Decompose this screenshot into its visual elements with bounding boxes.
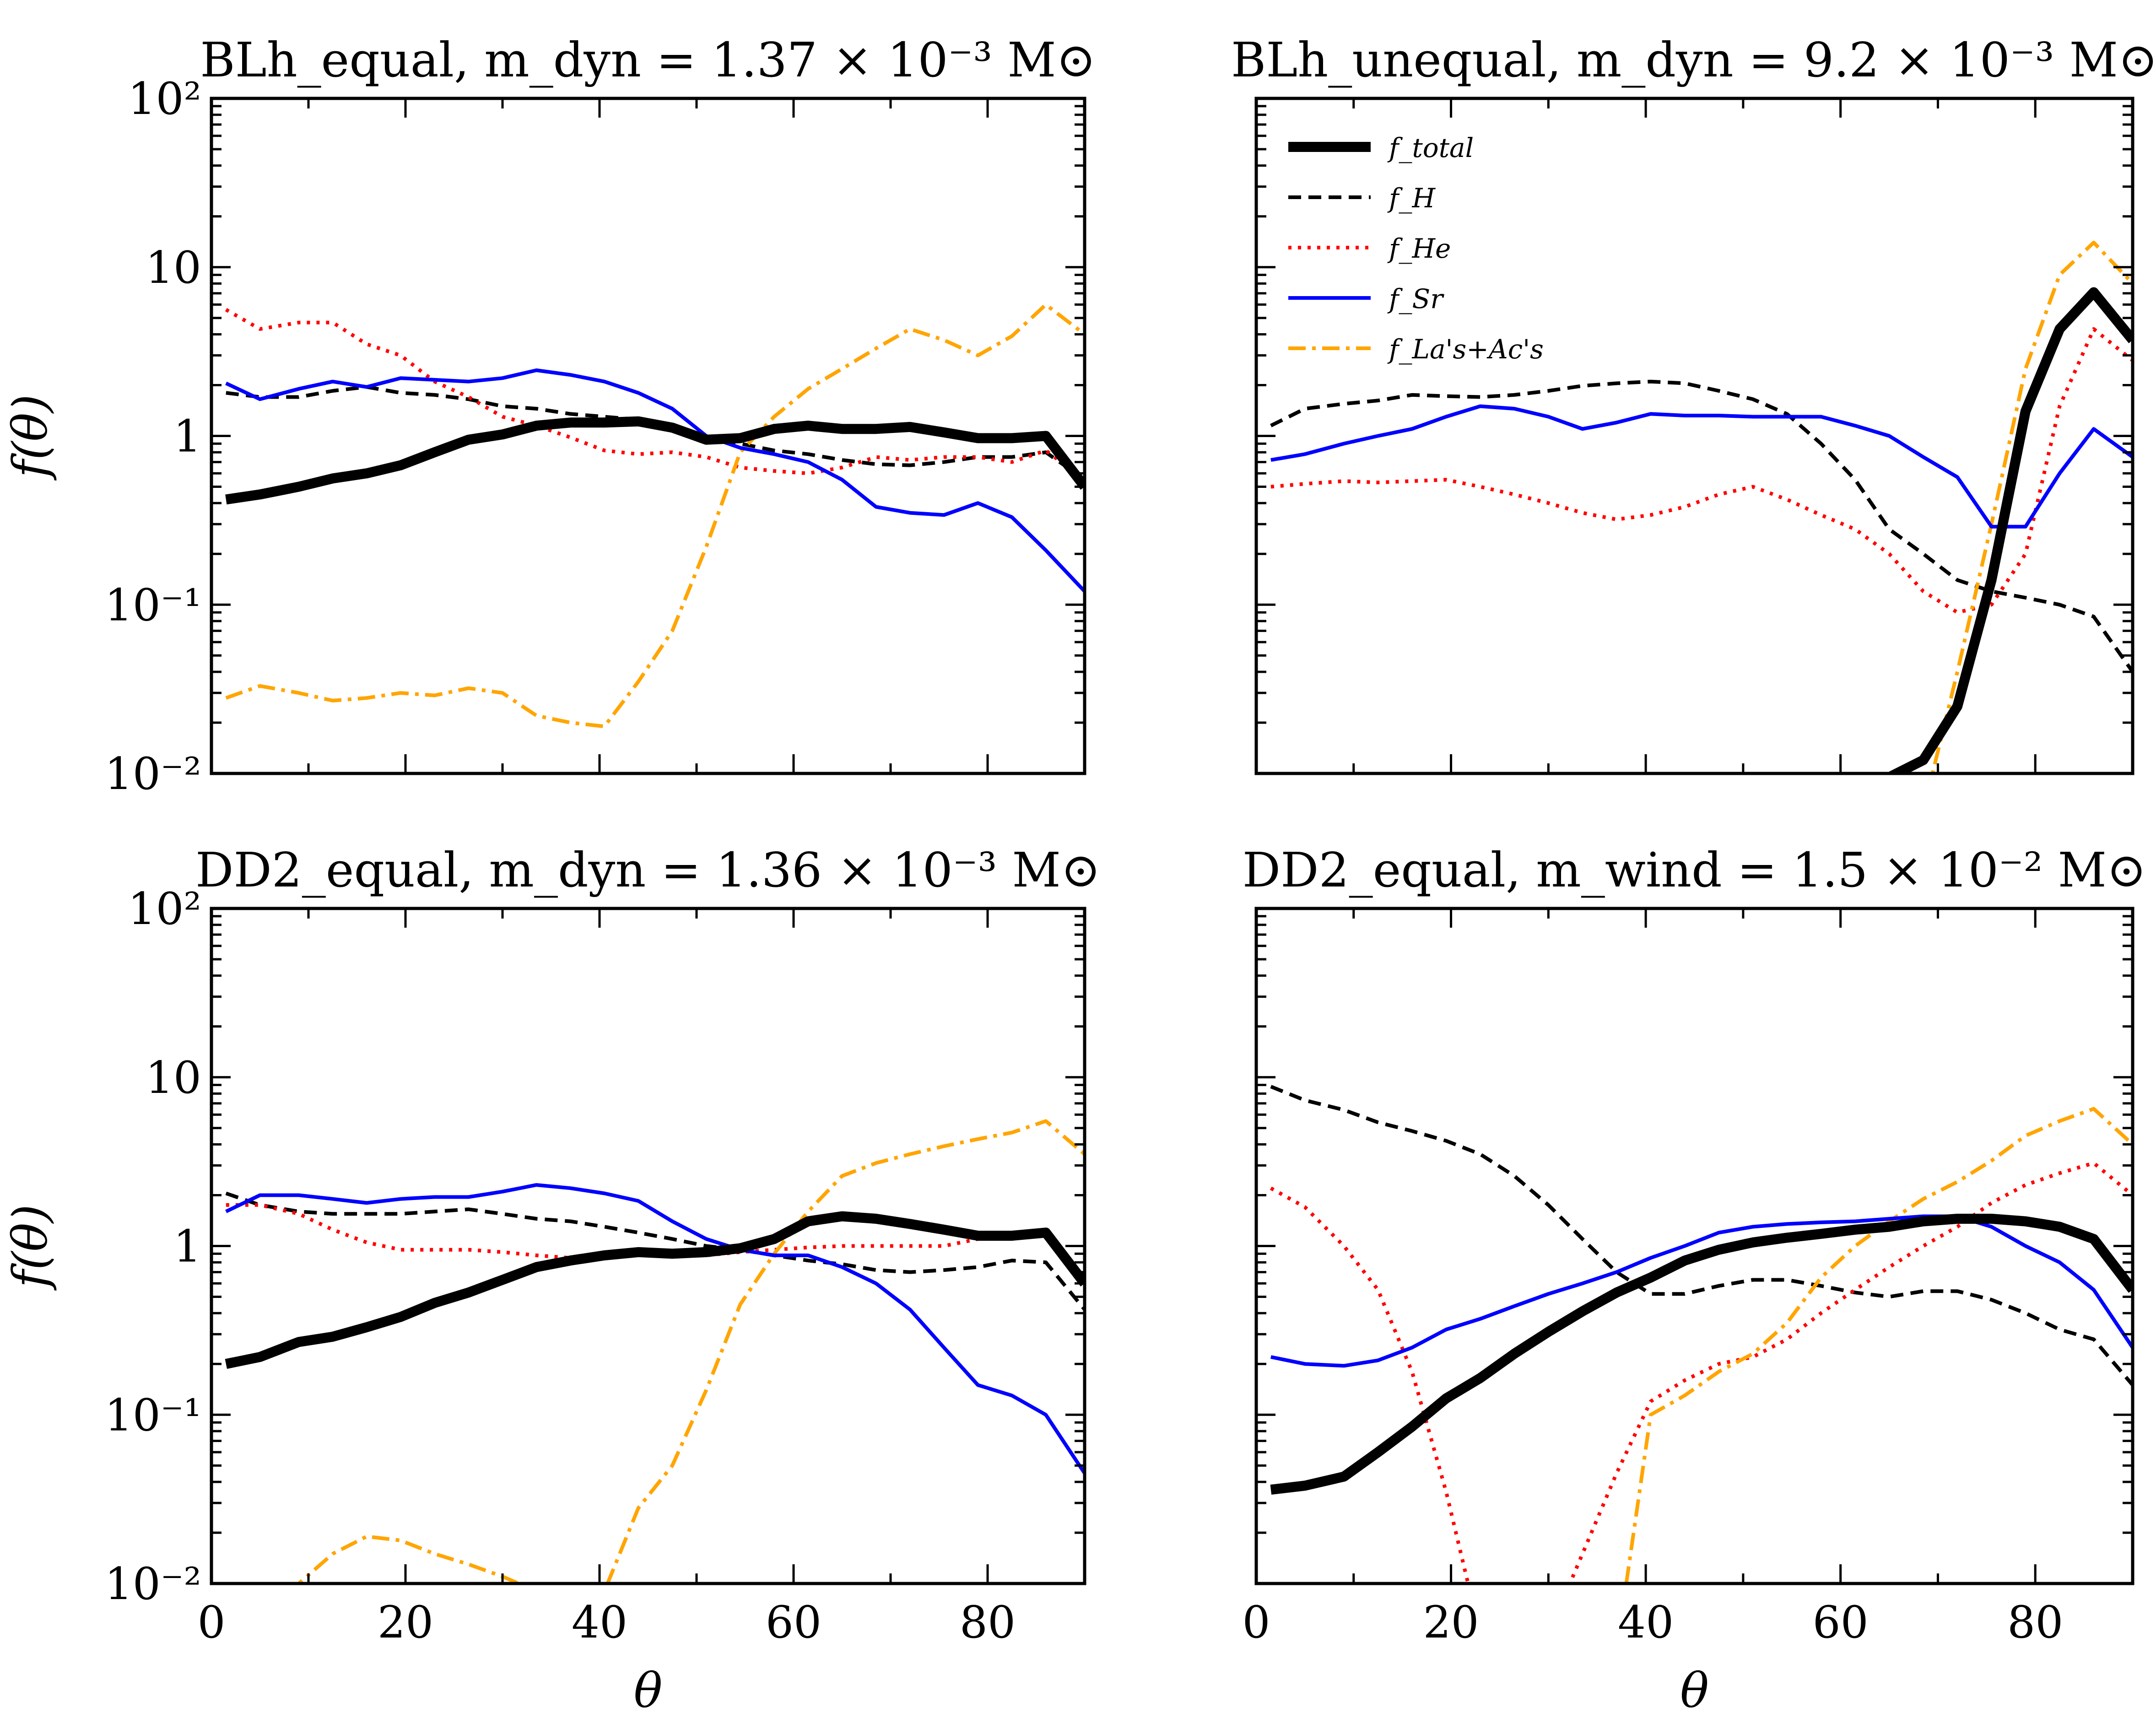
panel-title: BLh_equal, m_dyn = 1.37 × 10⁻³ M⊙ [200, 32, 1096, 88]
x-tick-label: 20 [1423, 1597, 1479, 1648]
panel-title: DD2_equal, m_wind = 1.5 × 10⁻² M⊙ [1243, 842, 2146, 898]
y-axis-label: f(θ) [2, 1204, 58, 1291]
series-line-He [225, 308, 1085, 481]
y-tick-label: 10 [146, 242, 201, 293]
series-line-He [1270, 1161, 2133, 1584]
x-tick-label: 80 [2007, 1597, 2063, 1648]
panel-3: DD2_equal, m_dyn = 1.36 × 10⁻³ M⊙ 0 20 40 60… [2, 842, 1101, 1719]
y-tick-label: 10² [128, 883, 201, 935]
series-group [225, 303, 1085, 729]
x-axis-label: θ [1680, 1663, 1709, 1719]
x-tick-label: 60 [766, 1597, 821, 1648]
series-line-La [1930, 240, 2133, 773]
x-tick-label: 0 [197, 1597, 225, 1648]
ticks [1255, 97, 2134, 775]
series-line-He [1270, 327, 2133, 615]
series-line-Sr [1270, 404, 2133, 529]
panel-4: DD2_equal, m_wind = 1.5 × 10⁻² M⊙ 0 20 40 60… [1242, 842, 2146, 1719]
panel-title: BLh_unequal, m_dyn = 9.2 × 10⁻³ M⊙ [1231, 32, 2156, 88]
y-tick-label: 10² [128, 73, 201, 124]
series-line-Sr [225, 1183, 1085, 1475]
x-tick-label: 80 [960, 1597, 1016, 1648]
y-tick-label: 10⁻² [105, 1558, 201, 1610]
legend-label-Sr: f_Sr [1387, 283, 1444, 314]
axes-frame [1254, 907, 2134, 1585]
axes-frame [210, 907, 1086, 1585]
ticks [210, 907, 1086, 1585]
x-axis-label: θ [634, 1663, 663, 1719]
axes-frame [210, 97, 1086, 775]
legend-label-total: f_total [1387, 132, 1474, 163]
series-line-total [225, 416, 1085, 505]
ticks [1255, 907, 2134, 1585]
panel-title: DD2_equal, m_dyn = 1.36 × 10⁻³ M⊙ [195, 842, 1101, 898]
legend-label-H: f_H [1387, 183, 1436, 214]
panels: BLh_equal, m_dyn = 1.37 × 10⁻³ M⊙ 10⁻² 10⁻… [2, 32, 2156, 1719]
series-line-La [225, 303, 1085, 729]
series-line-He [226, 1203, 1085, 1285]
series-line-H [225, 1191, 1085, 1311]
y-tick-label: 10⁻² [105, 748, 201, 800]
y-tick-label: 1 [173, 411, 201, 462]
series-line-H [1270, 1085, 2133, 1386]
y-tick-label: 10 [146, 1052, 201, 1103]
series-line-La [295, 1119, 1085, 1584]
y-axis-label: f(θ) [2, 394, 58, 481]
x-tick-label: 40 [572, 1597, 627, 1648]
legend: f_total f_H f_He f_Sr f_La's+Ac's [1288, 132, 1544, 365]
legend-label-He: f_He [1387, 233, 1451, 264]
x-tick-label: 0 [1242, 1597, 1270, 1648]
y-tick-label: 10⁻¹ [105, 1389, 201, 1441]
x-tick-label: 20 [378, 1597, 433, 1648]
series-line-total [1270, 1214, 2133, 1495]
series-line-Sr [1270, 1214, 2133, 1368]
series-group [1270, 1085, 2133, 1584]
series-line-total [1886, 287, 2133, 773]
panel-2: BLh_unequal, m_dyn = 9.2 × 10⁻³ M⊙ [1231, 32, 2156, 775]
series-group [225, 1119, 1085, 1584]
series-group [1270, 240, 2133, 773]
ticks [210, 97, 1086, 775]
legend-label-La: f_La's+Ac's [1387, 334, 1544, 365]
series-line-total [225, 1211, 1085, 1369]
x-tick-label: 60 [1813, 1597, 1869, 1648]
y-tick-label: 10⁻¹ [105, 579, 201, 631]
y-tick-label: 1 [173, 1221, 201, 1272]
series-line-Sr [225, 368, 1085, 593]
axes-frame [1254, 97, 2134, 775]
panel-1: BLh_equal, m_dyn = 1.37 × 10⁻³ M⊙ 10⁻² 10⁻… [2, 32, 1096, 800]
x-tick-label: 40 [1618, 1597, 1674, 1648]
series-line-La [1624, 1107, 2133, 1584]
